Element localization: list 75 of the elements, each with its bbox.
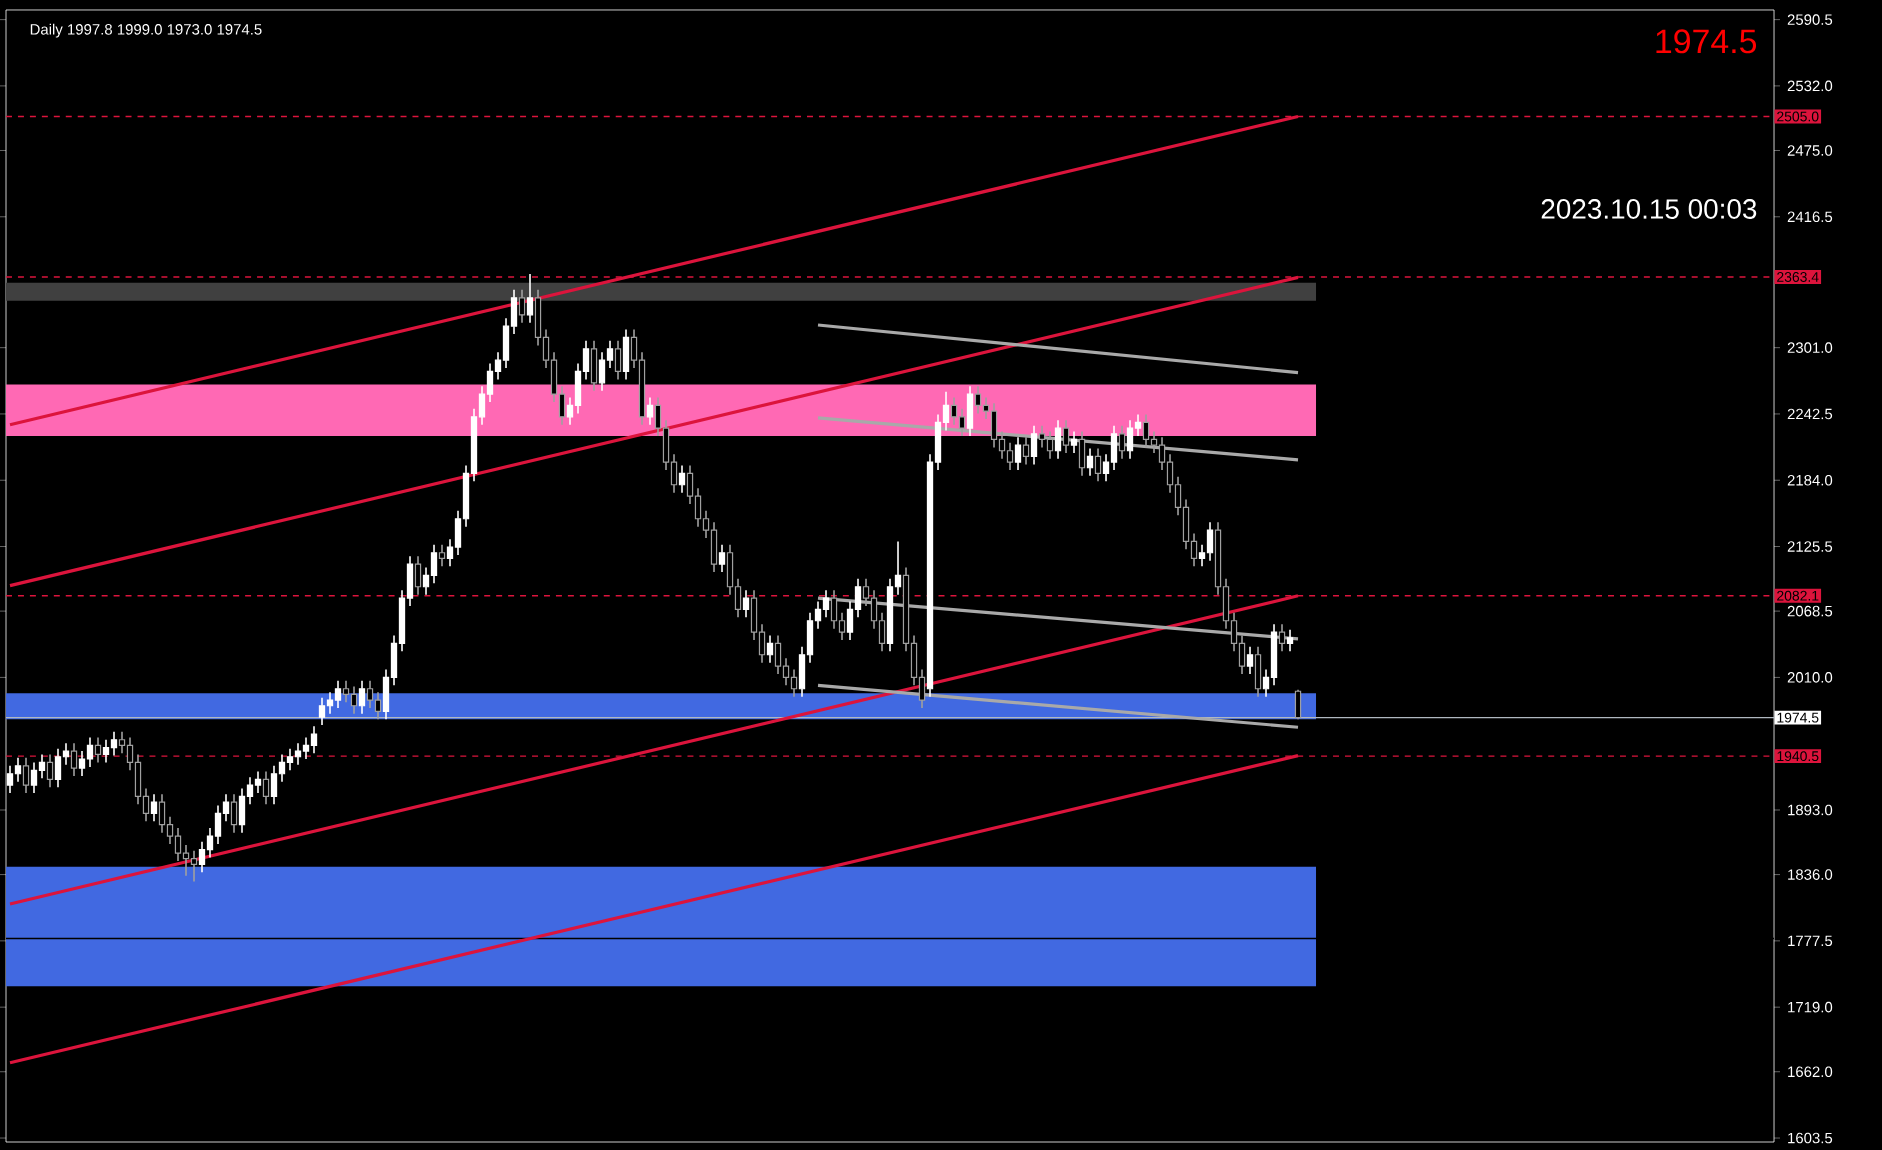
- candlestick: [230, 793, 238, 834]
- candlestick: [1126, 419, 1134, 460]
- candlestick: [342, 680, 350, 704]
- candlestick: [1038, 425, 1046, 449]
- candlestick: [1270, 623, 1278, 687]
- candlestick: [94, 736, 102, 764]
- candlestick: [1030, 425, 1038, 466]
- candlestick: [150, 793, 158, 823]
- candlestick: [110, 731, 118, 757]
- candlestick: [214, 804, 222, 845]
- candlestick: [518, 289, 526, 324]
- candlestick: [718, 544, 726, 573]
- candlestick: [414, 555, 422, 596]
- candlestick: [790, 668, 798, 698]
- candlestick: [1286, 629, 1294, 653]
- candlestick: [1206, 521, 1214, 562]
- candlestick: [54, 748, 62, 789]
- candlestick: [238, 787, 246, 834]
- candlestick: [334, 680, 342, 709]
- candlestick: [974, 385, 982, 415]
- candlestick: [286, 748, 294, 772]
- candlestick: [318, 697, 326, 726]
- annotation: 2023.10.15 00:03: [1541, 199, 1757, 219]
- candlestick: [326, 691, 334, 715]
- candlestick: [86, 736, 94, 768]
- candlestick: [70, 742, 78, 777]
- candlestick: [1246, 646, 1254, 675]
- candlestick: [366, 680, 374, 709]
- candlestick: [310, 725, 318, 755]
- candlestick: [438, 544, 446, 568]
- candlestick: [598, 351, 606, 392]
- candlestick: [134, 753, 142, 806]
- candlestick: [622, 328, 630, 381]
- candlestick: [1006, 442, 1014, 471]
- candlestick: [102, 738, 110, 764]
- candlestick: [1110, 425, 1118, 471]
- candlestick: [822, 589, 830, 619]
- candlestick: [14, 757, 22, 783]
- candlestick: [886, 578, 894, 653]
- candlestick: [198, 840, 206, 874]
- candlestick: [1254, 646, 1262, 698]
- candlestick: [766, 634, 774, 664]
- candlestick: [30, 761, 38, 794]
- candlestick: [350, 685, 358, 715]
- candlestick: [254, 770, 262, 794]
- candlestick: [302, 736, 310, 760]
- candlestick: [22, 757, 30, 794]
- candlestick: [742, 589, 750, 619]
- candlestick: [590, 340, 598, 392]
- candlestick: [158, 793, 166, 834]
- candlestick: [1054, 419, 1062, 460]
- candlestick: [358, 680, 366, 715]
- candlestick: [118, 731, 126, 755]
- candlestick: [294, 742, 302, 766]
- candlestick: [190, 849, 198, 883]
- candlestick: [966, 385, 974, 437]
- candlestick: [270, 764, 278, 806]
- candlestick: [774, 634, 782, 675]
- candlestick: [1070, 430, 1078, 454]
- candlestick: [262, 770, 270, 806]
- candlestick: [174, 827, 182, 862]
- candlestick: [710, 521, 718, 573]
- candlestick: [430, 544, 438, 585]
- candlestick: [46, 753, 54, 789]
- candlestick: [374, 691, 382, 721]
- candlestick: [1014, 436, 1022, 471]
- candlestick: [678, 464, 686, 494]
- candlestick: [78, 750, 86, 777]
- candlestick: [1086, 447, 1094, 477]
- candlestick: [1094, 447, 1102, 483]
- candlestick: [38, 753, 46, 780]
- candlestick: [526, 273, 534, 324]
- candlestick: [646, 396, 654, 426]
- annotation: 1974.5: [1656, 29, 1757, 54]
- candlestick: [614, 340, 622, 381]
